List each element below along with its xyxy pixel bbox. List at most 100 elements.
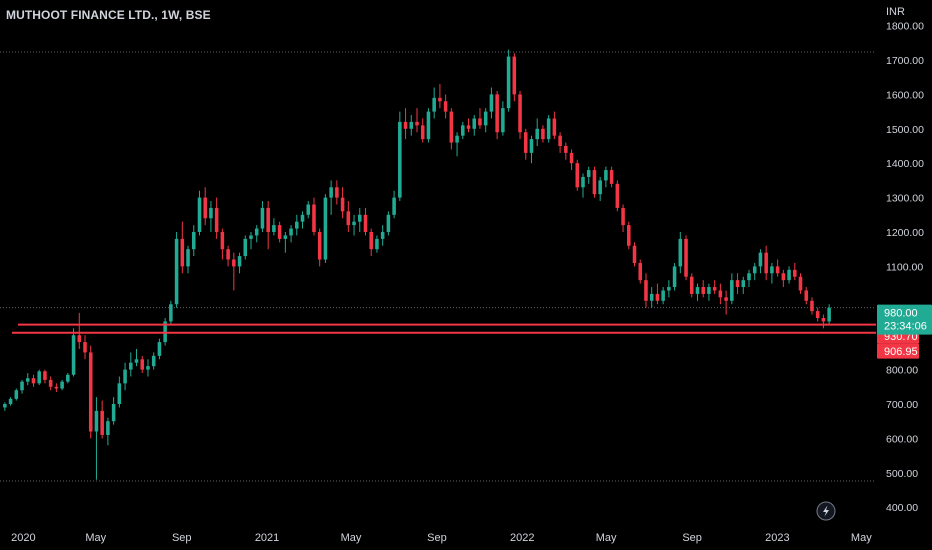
y-tick-label: 400.00 (886, 502, 918, 514)
candle-body (340, 197, 345, 212)
candle-body (804, 290, 809, 301)
x-tick-label: 2023 (765, 532, 789, 544)
y-tick-label: 1600.00 (886, 89, 924, 101)
candle (730, 273, 734, 305)
candle-body (323, 197, 328, 260)
candle-body (781, 273, 786, 281)
countdown-timer: 23:34:06 (884, 321, 927, 333)
candle (523, 128, 528, 160)
candle-body (684, 238, 688, 277)
candle (615, 180, 620, 212)
candle-body (787, 269, 791, 281)
candle (323, 194, 328, 263)
candle (821, 314, 826, 329)
candle-body (758, 252, 763, 267)
candle (346, 201, 351, 232)
candle-body (220, 232, 225, 250)
y-tick-label: 1500.00 (886, 124, 924, 136)
candle (186, 245, 190, 274)
candle (54, 383, 59, 392)
candle-body (66, 374, 70, 382)
candle (798, 273, 803, 294)
candle (71, 328, 76, 377)
candle (66, 373, 70, 384)
candle-body (535, 128, 539, 140)
candle (506, 49, 511, 112)
candle (43, 369, 47, 384)
candle-body (335, 187, 339, 198)
candle (174, 232, 179, 308)
badge-label: 906.95 (884, 346, 918, 358)
candle-body (129, 362, 133, 370)
candle-body (111, 404, 116, 422)
candle (20, 379, 24, 394)
lightning-icon[interactable] (816, 501, 836, 521)
candle (781, 269, 786, 288)
candle-body (815, 311, 820, 318)
candle-body (191, 232, 196, 250)
candle-body (174, 238, 179, 305)
currency-label: INR (886, 6, 905, 18)
candle-body (123, 369, 127, 384)
candle-body (798, 276, 803, 291)
candle (529, 135, 534, 164)
candle (3, 402, 7, 411)
candle (94, 397, 99, 480)
candle-body (352, 221, 356, 226)
candle (793, 262, 797, 281)
price-badge: 906.95 (877, 343, 919, 359)
candle (129, 352, 133, 377)
candle (134, 348, 139, 367)
x-tick-label: 2020 (11, 532, 35, 544)
candle (466, 118, 471, 133)
candle (455, 132, 459, 157)
candle (672, 262, 677, 291)
x-tick-label: May (85, 532, 106, 544)
candle-body (672, 266, 677, 288)
candle-body (306, 204, 311, 215)
candle (667, 280, 671, 298)
candle-body (546, 118, 551, 140)
candle-body (426, 111, 431, 140)
badge-bg (877, 343, 919, 359)
candle-body (472, 118, 477, 129)
candle-body (3, 404, 7, 408)
candle-body (478, 118, 482, 126)
candle-body (146, 366, 150, 370)
candle-body (569, 152, 574, 164)
candle-body (392, 197, 396, 215)
candle (632, 242, 637, 267)
candle (369, 228, 373, 257)
candle (151, 352, 156, 370)
candle (758, 249, 763, 274)
candle-body (283, 235, 288, 239)
candle-body (375, 238, 379, 250)
candle (409, 115, 414, 136)
candle (260, 201, 265, 232)
candle-body (644, 280, 648, 301)
candle (277, 221, 282, 243)
x-tick-label: 2021 (255, 532, 279, 544)
candle-body (163, 321, 167, 343)
candle-body (501, 108, 505, 133)
y-tick-label: 700.00 (886, 399, 918, 411)
candle (403, 108, 408, 140)
candle (478, 108, 482, 129)
candle-body (14, 390, 19, 399)
candle (335, 180, 339, 205)
candle-body (581, 176, 585, 188)
candle-body (237, 256, 242, 267)
candle-body (214, 207, 219, 232)
candle (815, 307, 820, 322)
candle-body (312, 204, 316, 232)
candle-body (432, 97, 436, 112)
candle-body (541, 128, 545, 140)
candle (289, 225, 293, 243)
grid-lines (0, 51, 876, 482)
candle (787, 266, 791, 284)
horizontal-lines (12, 323, 876, 334)
candle-body (169, 304, 173, 322)
x-tick-label: May (851, 532, 872, 544)
candle (398, 111, 402, 202)
